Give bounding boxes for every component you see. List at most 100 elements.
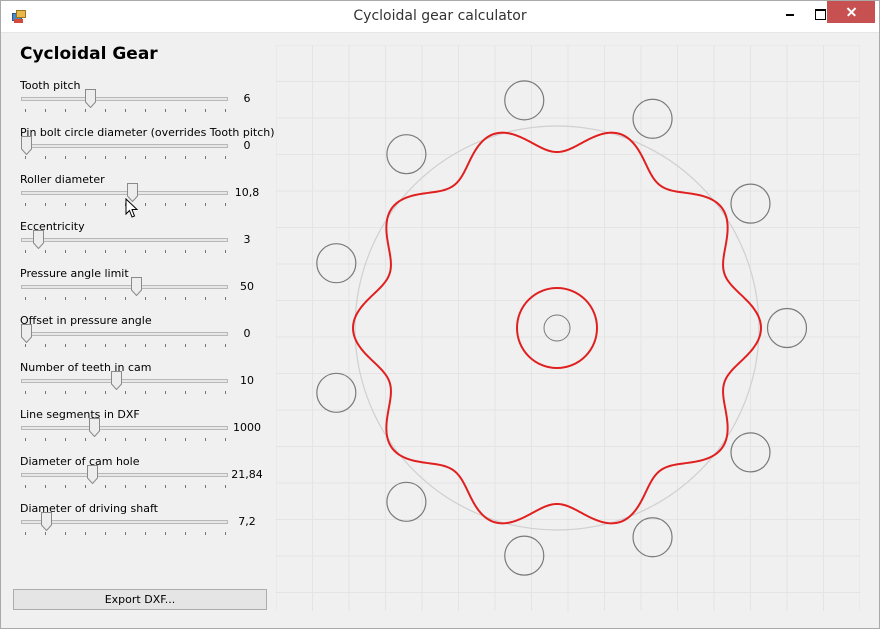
slider-tick: [205, 532, 206, 535]
slider-track[interactable]: [21, 191, 228, 195]
param-row: Pin bolt circle diameter (overrides Toot…: [1, 126, 275, 173]
slider-tick: [225, 344, 226, 347]
slider-tick: [45, 438, 46, 441]
slider-tick: [165, 109, 166, 112]
param-label: Roller diameter: [20, 173, 105, 186]
slider-tick: [125, 485, 126, 488]
param-label: Diameter of driving shaft: [20, 502, 158, 515]
slider-tick: [125, 109, 126, 112]
slider-tick: [145, 485, 146, 488]
slider-tick: [25, 203, 26, 206]
close-icon[interactable]: [827, 1, 875, 23]
slider-thumb[interactable]: [111, 371, 122, 390]
slider-tick: [65, 532, 66, 535]
slider-tick: [145, 203, 146, 206]
slider-tick: [225, 532, 226, 535]
slider-thumb[interactable]: [21, 136, 32, 155]
slider-thumb[interactable]: [87, 465, 98, 484]
slider-tick: [25, 109, 26, 112]
slider-track[interactable]: [21, 332, 228, 336]
slider-tick: [85, 297, 86, 300]
slider-tick: [185, 203, 186, 206]
slider-tick: [165, 391, 166, 394]
slider-tick: [165, 203, 166, 206]
slider-tick: [105, 532, 106, 535]
slider-tick: [165, 485, 166, 488]
slider-tick: [125, 438, 126, 441]
slider-tick: [65, 344, 66, 347]
slider-thumb[interactable]: [41, 512, 52, 531]
slider-tick: [185, 250, 186, 253]
export-dxf-button[interactable]: Export DXF...: [13, 589, 267, 610]
slider-tick: [145, 156, 146, 159]
slider-ticks: [25, 485, 226, 489]
slider-tick: [165, 438, 166, 441]
param-label: Pin bolt circle diameter (overrides Toot…: [20, 126, 275, 139]
roller-pin: [316, 243, 357, 284]
slider-tick: [25, 297, 26, 300]
roller-pin: [504, 80, 545, 121]
slider-tick: [105, 250, 106, 253]
slider-tick: [105, 391, 106, 394]
param-label: Eccentricity: [20, 220, 85, 233]
slider-tick: [125, 532, 126, 535]
param-value: 1000: [233, 421, 261, 434]
slider-track[interactable]: [21, 379, 228, 383]
slider-tick: [105, 297, 106, 300]
roller-pin: [386, 134, 427, 175]
slider-tick: [25, 344, 26, 347]
slider-tick: [65, 438, 66, 441]
slider-track[interactable]: [21, 144, 228, 148]
slider-thumb[interactable]: [21, 324, 32, 343]
slider-tick: [205, 250, 206, 253]
slider-tick: [85, 532, 86, 535]
roller-pin: [504, 535, 545, 576]
slider-tick: [185, 297, 186, 300]
slider-track[interactable]: [21, 97, 228, 101]
slider-tick: [45, 156, 46, 159]
slider-tick: [105, 203, 106, 206]
slider-tick: [125, 344, 126, 347]
slider-tick: [185, 391, 186, 394]
slider-tick: [85, 250, 86, 253]
slider-ticks: [25, 344, 226, 348]
roller-pin: [632, 98, 673, 139]
app-window-icon: [12, 10, 26, 23]
param-value: 7,2: [238, 515, 256, 528]
slider-track[interactable]: [21, 238, 228, 242]
slider-track[interactable]: [21, 285, 228, 289]
roller-pin: [766, 307, 808, 349]
slider-thumb[interactable]: [85, 89, 96, 108]
slider-tick: [125, 297, 126, 300]
slider-tick: [205, 203, 206, 206]
minimize-icon[interactable]: [775, 1, 805, 27]
slider-tick: [145, 250, 146, 253]
slider-tick: [185, 344, 186, 347]
param-row: Tooth pitch 6: [1, 79, 271, 126]
roller-group: [316, 80, 808, 576]
slider-tick: [145, 109, 146, 112]
slider-thumb[interactable]: [127, 183, 138, 202]
slider-thumb[interactable]: [89, 418, 100, 437]
maximize-icon[interactable]: [805, 1, 835, 27]
param-row: Roller diameter 10,8: [1, 173, 271, 220]
roller-pin: [632, 517, 673, 558]
cam-hole: [516, 287, 598, 369]
slider-ticks: [25, 391, 226, 395]
gear-preview: [275, 44, 861, 611]
slider-thumb[interactable]: [33, 230, 44, 249]
slider-tick: [145, 532, 146, 535]
slider-track[interactable]: [21, 473, 228, 477]
slider-tick: [145, 438, 146, 441]
slider-track[interactable]: [21, 520, 228, 524]
slider-tick: [165, 297, 166, 300]
title-bar[interactable]: Cycloidal gear calculator: [1, 1, 879, 33]
slider-thumb[interactable]: [131, 277, 142, 296]
slider-tick: [45, 250, 46, 253]
slider-tick: [25, 156, 26, 159]
slider-tick: [65, 485, 66, 488]
param-row: Number of teeth in cam 10: [1, 361, 271, 408]
roller-pin: [730, 432, 771, 473]
slider-track[interactable]: [21, 426, 228, 430]
slider-tick: [185, 156, 186, 159]
